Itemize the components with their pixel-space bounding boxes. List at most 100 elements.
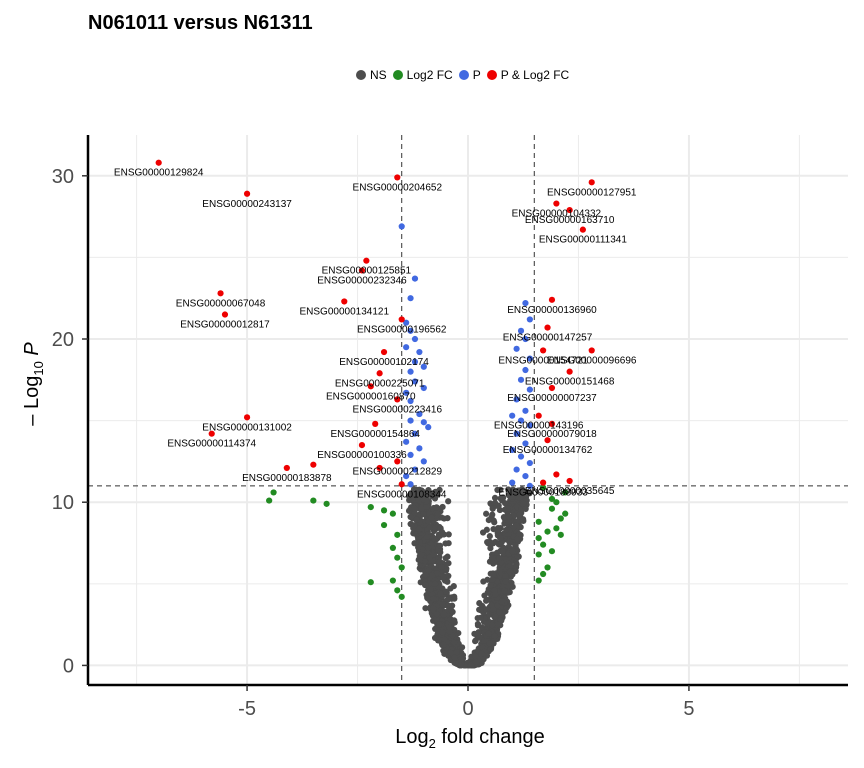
ns-point <box>497 535 504 542</box>
ns-point <box>496 609 503 616</box>
gene-label: ENSG00000147257 <box>503 333 593 344</box>
log2fc-point <box>394 554 401 561</box>
ns-point <box>422 605 429 612</box>
ns-point <box>421 558 429 565</box>
p-point <box>526 459 533 467</box>
p-point <box>407 327 414 334</box>
p-and-log2fc-point <box>544 324 551 331</box>
gene-label: ENSG00000104332 <box>512 209 602 220</box>
p-and-log2fc-point <box>221 311 229 318</box>
log2fc-point <box>394 531 401 538</box>
ns-point <box>483 510 490 517</box>
gene-label: ENSG00000243137 <box>202 199 292 210</box>
p-and-log2fc-point <box>358 267 366 274</box>
gene-label: ENSG00000012817 <box>180 320 270 331</box>
ns-point <box>486 533 493 540</box>
p-point <box>517 376 525 383</box>
p-and-log2fc-point <box>376 464 383 472</box>
log2fc-point <box>544 528 551 535</box>
ns-point <box>502 578 509 585</box>
ns-point <box>499 494 507 501</box>
y-tick-label: 20 <box>52 329 74 351</box>
legend-dot-ns <box>356 70 366 80</box>
ns-point <box>438 563 445 571</box>
gene-label: ENSG00000102174 <box>339 357 429 368</box>
ns-point <box>485 517 492 524</box>
ns-point <box>451 654 458 661</box>
log2fc-points-group <box>266 484 569 600</box>
ns-point <box>423 503 430 510</box>
p-point <box>420 363 427 370</box>
ns-point <box>489 505 496 512</box>
p-and-log2fc-point <box>540 347 547 354</box>
log2fc-point <box>557 531 564 538</box>
p-and-log2fc-point <box>394 396 401 403</box>
ns-point <box>494 486 501 494</box>
ns-point <box>436 486 443 494</box>
ns-point <box>516 511 523 518</box>
ns-point <box>472 638 479 645</box>
y-tick-label: 10 <box>52 492 74 514</box>
ns-point <box>479 529 487 536</box>
ns-point <box>439 601 446 608</box>
log2fc-point <box>310 497 317 504</box>
ns-point <box>513 561 520 568</box>
log2fc-point <box>380 521 388 529</box>
gene-label: ENSG00000196562 <box>357 324 447 335</box>
gene-label: ENSG00000223416 <box>353 404 443 415</box>
log2fc-point <box>398 593 405 600</box>
ns-point <box>415 525 423 532</box>
ns-point <box>505 513 513 521</box>
ns-point <box>491 633 498 640</box>
ns-point <box>417 491 424 498</box>
ns-point <box>415 544 422 551</box>
ns-point <box>514 491 521 498</box>
p-point <box>416 348 423 356</box>
ns-point <box>441 636 448 643</box>
gene-label: ENSG00000067048 <box>176 298 266 309</box>
ns-point <box>425 567 432 574</box>
log2fc-point <box>535 518 542 525</box>
ns-point <box>502 556 509 563</box>
ns-point <box>498 598 506 605</box>
p-and-log2fc-point <box>380 348 388 356</box>
gene-label: ENSG00000225071 <box>335 378 425 389</box>
p-point <box>403 438 410 445</box>
ns-point <box>442 588 449 595</box>
p-and-log2fc-point <box>544 437 551 444</box>
ns-point <box>477 607 484 614</box>
gene-label: ENSG00000204652 <box>353 182 443 193</box>
p-and-log2fc-point <box>535 412 542 419</box>
p-point <box>526 386 533 393</box>
ns-point <box>442 554 449 562</box>
ns-point <box>436 542 444 549</box>
ns-point <box>489 576 496 583</box>
legend-item-ns: NS <box>356 68 387 82</box>
ns-point <box>451 617 458 624</box>
ns-point <box>482 597 490 604</box>
p-point <box>407 368 414 375</box>
ns-point <box>428 514 435 521</box>
log2fc-point <box>540 484 547 491</box>
p-point <box>411 430 419 437</box>
p-and-log2fc-point <box>310 461 317 468</box>
ns-point <box>429 490 436 497</box>
ns-point <box>505 538 513 545</box>
ns-point <box>433 504 440 511</box>
ns-point <box>437 590 444 597</box>
ns-point <box>489 511 496 518</box>
log2fc-point <box>548 495 556 503</box>
gene-label: ENSG00000035645 <box>525 486 615 497</box>
tick-labels: -5 0 5 0 10 20 30 <box>52 166 695 720</box>
point-labels-group: ENSG00000129824 ENSG00000243137 ENSG000002… <box>114 168 637 501</box>
ns-point <box>484 538 491 546</box>
gene-label: ENSG00000134121 <box>300 306 390 317</box>
log2fc-point <box>562 489 569 496</box>
p-point <box>522 335 529 343</box>
gene-label: ENSG00000131002 <box>202 422 292 433</box>
ns-point <box>430 605 437 612</box>
x-tick-label: 5 <box>683 698 694 720</box>
p-point <box>522 366 529 374</box>
p-point <box>526 422 533 429</box>
p-and-log2fc-point <box>588 347 595 354</box>
